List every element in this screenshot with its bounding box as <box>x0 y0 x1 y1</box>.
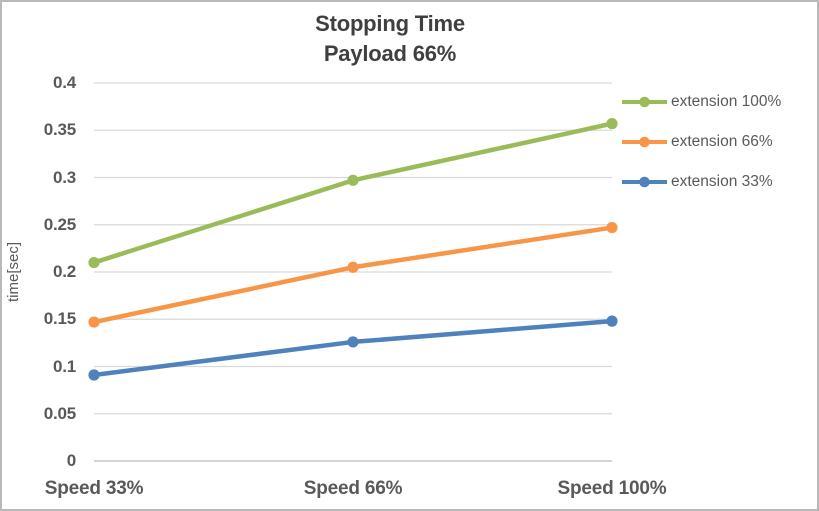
legend-item: extension 100% <box>621 92 781 112</box>
x-category-label: Speed 66% <box>303 478 403 499</box>
y-tick-label: 0.35 <box>43 120 76 140</box>
x-category-label: Speed 100% <box>557 478 667 499</box>
legend-label: extension 33% <box>671 173 773 190</box>
data-point-marker-extension-33- <box>606 315 618 327</box>
legend-label: extension 66% <box>671 133 773 150</box>
legend-line-marker-swatch <box>622 96 667 108</box>
data-point-marker-extension-66- <box>606 221 618 234</box>
chart-title: Stopping Time <box>315 11 465 36</box>
data-point-marker-extension-100- <box>606 118 618 130</box>
data-point-marker-extension-66- <box>88 316 100 328</box>
y-tick-label: 0 <box>66 451 76 470</box>
legend-item: extension 66% <box>621 132 773 152</box>
chart-title-block: Stopping Time Payload 66% <box>0 9 780 69</box>
legend-line-marker-swatch <box>622 136 667 148</box>
legend-line-marker-swatch <box>622 176 667 188</box>
legend-marker <box>639 136 650 148</box>
data-point-marker-extension-33- <box>88 369 100 381</box>
y-tick-label: 0.4 <box>52 73 76 92</box>
data-point-marker-extension-66- <box>347 261 359 273</box>
y-tick-label: 0.1 <box>52 356 76 376</box>
y-tick-label: 0.25 <box>43 214 76 234</box>
legend-marker <box>639 96 650 108</box>
chart-subtitle: Payload 66% <box>323 41 457 66</box>
legend-item: extension 33% <box>621 172 773 192</box>
x-category-label: Speed 33% <box>44 478 144 499</box>
data-point-marker-extension-100- <box>347 174 359 186</box>
series-line-extension-66- <box>91 225 615 325</box>
data-point-marker-extension-33- <box>347 336 359 348</box>
y-tick-label: 0.15 <box>43 309 76 329</box>
y-tick-label: 0.3 <box>52 167 76 187</box>
data-point-marker-extension-100- <box>88 256 100 269</box>
y-tick-label: 0.05 <box>43 403 76 423</box>
legend-marker <box>639 176 650 188</box>
legend-label: extension 100% <box>671 93 782 110</box>
y-tick-label: 0.2 <box>52 262 76 281</box>
